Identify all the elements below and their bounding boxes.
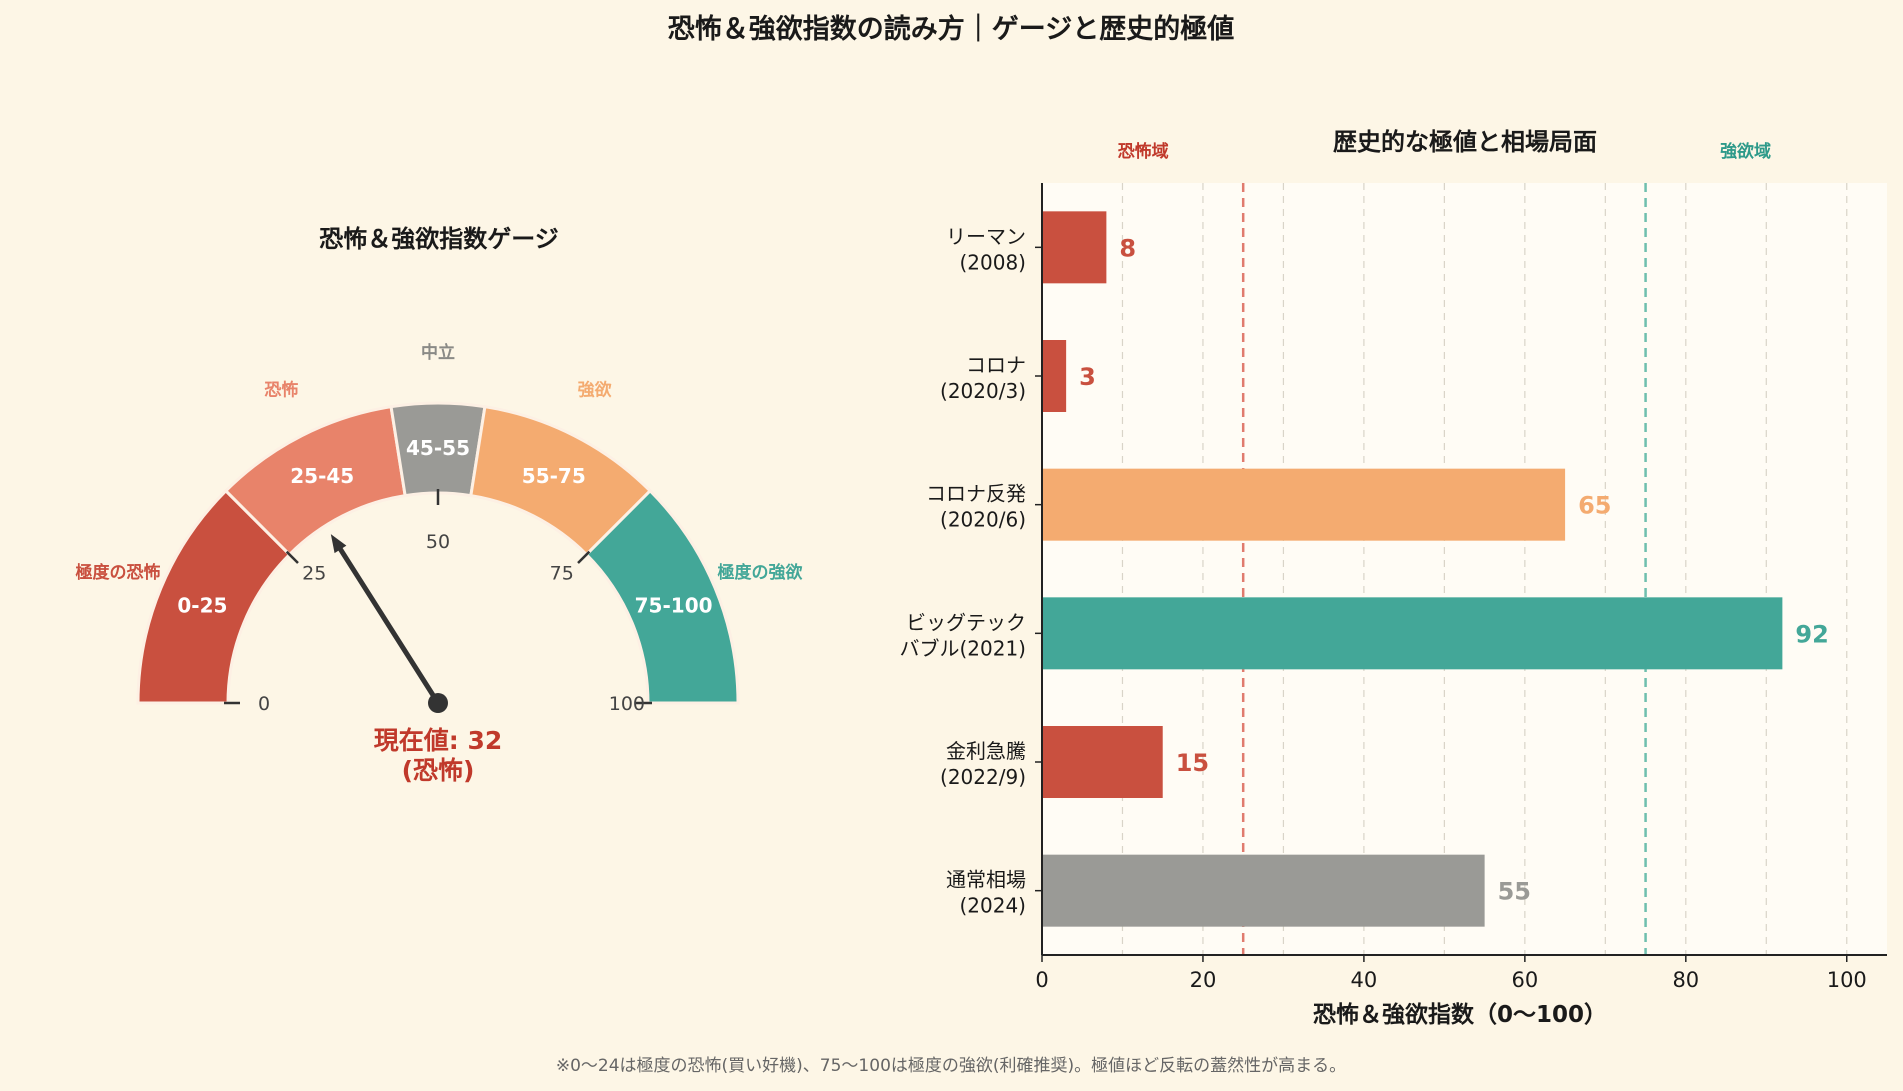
footnote: ※0〜24は極度の恐怖(買い好機)、75〜100は極度の強欲(利確推奨)。極値ほ… bbox=[556, 1056, 1346, 1076]
gauge-tick bbox=[285, 550, 299, 564]
plot-area bbox=[1042, 183, 1887, 955]
gauge-chart: 恐怖＆強欲指数ゲージ 0-25 極度の恐怖 25-45 恐怖 45-55 中立 55-75 強… bbox=[76, 225, 803, 785]
gauge-segment-label: 55-75 bbox=[522, 464, 586, 488]
bar bbox=[1043, 211, 1107, 284]
gauge-tick-label: 25 bbox=[302, 562, 326, 584]
gauge-tick-label: 0 bbox=[258, 693, 270, 715]
x-tick-label: 100 bbox=[1827, 968, 1867, 992]
bar bbox=[1043, 854, 1485, 927]
category-label: 金利急騰(2022/9) bbox=[940, 739, 1026, 789]
x-tick-label: 60 bbox=[1511, 968, 1538, 992]
category-label: リーマン(2008) bbox=[946, 224, 1026, 274]
gauge-tick-label: 75 bbox=[550, 562, 574, 584]
category-label: コロナ(2020/3) bbox=[940, 353, 1026, 403]
category-label: コロナ反発(2020/6) bbox=[926, 482, 1026, 532]
gauge-segment bbox=[584, 488, 740, 705]
bar bbox=[1043, 726, 1163, 798]
bar-value-label: 3 bbox=[1079, 363, 1096, 391]
bar-value-label: 15 bbox=[1176, 749, 1209, 777]
x-tick-label: 80 bbox=[1672, 968, 1699, 992]
bar-value-label: 65 bbox=[1578, 492, 1611, 520]
gauge-segment-label: 45-55 bbox=[406, 436, 470, 460]
category-label: ビッグテックバブル(2021) bbox=[899, 610, 1026, 660]
bar-value-label: 92 bbox=[1795, 620, 1828, 648]
gauge-needle bbox=[337, 546, 441, 706]
category-label: 通常相場(2024) bbox=[946, 868, 1026, 918]
reference-line-label: 恐怖域 bbox=[1118, 141, 1169, 162]
bar bbox=[1043, 597, 1783, 670]
x-axis-title: 恐怖＆強欲指数（0〜100） bbox=[1313, 1001, 1607, 1028]
gauge-tick bbox=[577, 550, 591, 564]
gauge-zone-label: 極度の強欲 bbox=[718, 562, 803, 583]
gauge-title: 恐怖＆強欲指数ゲージ bbox=[319, 225, 559, 253]
gauge-zone-label: 強欲 bbox=[578, 380, 612, 401]
gauge-zone-label: 極度の恐怖 bbox=[76, 562, 161, 583]
x-tick-label: 20 bbox=[1190, 968, 1217, 992]
bar bbox=[1043, 340, 1067, 412]
gauge-tick-label: 100 bbox=[609, 693, 645, 715]
gauge-segment-label: 75-100 bbox=[635, 593, 713, 617]
bar-value-label: 55 bbox=[1498, 878, 1531, 906]
bar bbox=[1043, 468, 1566, 541]
gauge-segment-label: 25-45 bbox=[290, 464, 354, 488]
bar-chart: 歴史的な極値と相場局面 恐怖域 強欲域 8 リーマン(2008) 3 コロナ(2020/3… bbox=[899, 128, 1887, 1028]
reference-line-label: 強欲域 bbox=[1720, 141, 1771, 162]
gauge-needle-tip bbox=[330, 534, 347, 554]
x-tick-label: 0 bbox=[1035, 968, 1048, 992]
x-tick-label: 40 bbox=[1351, 968, 1378, 992]
bar-value-label: 8 bbox=[1119, 234, 1136, 262]
gauge-zone-label: 中立 bbox=[421, 342, 455, 363]
gauge-tick-label: 50 bbox=[426, 531, 450, 553]
page-title: 恐怖＆強欲指数の読み方｜ゲージと歴史的極値 bbox=[668, 13, 1234, 45]
bar-chart-title: 歴史的な極値と相場局面 bbox=[1333, 128, 1597, 156]
gauge-needle-hub bbox=[428, 693, 448, 713]
gauge-reading-zone: (恐怖) bbox=[402, 756, 475, 785]
gauge-zone-label: 恐怖 bbox=[264, 380, 298, 401]
gauge-segment-label: 0-25 bbox=[177, 593, 227, 617]
gauge-reading-value: 現在値: 32 bbox=[374, 726, 503, 755]
